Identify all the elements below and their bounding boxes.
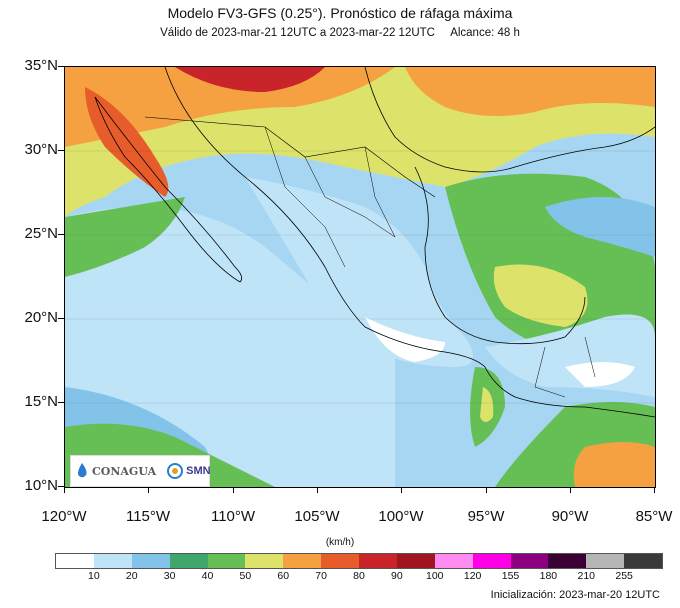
lat-tick [58,234,64,235]
us-coastline [364,67,655,173]
smn-text: SMN [186,465,211,477]
caribbean-white-zone [565,362,635,387]
colorbar-label: 50 [239,570,252,582]
mexico-mainland-zone [245,177,473,367]
gust-forecast-map [64,66,656,488]
map-title: Modelo FV3-GFS (0.25°). Pronóstico de rá… [167,5,513,21]
smn-logo: SMN [166,462,211,480]
colorbar-swatch [510,554,549,568]
colorbar-swatch [207,554,246,568]
colorbar-label: 255 [615,570,633,582]
lon-tick [570,487,571,493]
baja-coastline [94,96,243,283]
lat-gridlines [65,150,655,404]
conagua-text: CONAGUA [92,464,157,478]
lon-tick [401,487,402,493]
pacific-coastline [164,67,655,418]
colorbar [55,553,663,569]
colorbar-label: 40 [201,570,214,582]
colorbar-swatch [245,554,284,568]
lat-label-10: 10°N [24,477,58,494]
lon-label-115: 115°W [125,508,171,525]
colorbar-swatch [321,554,359,568]
colorbar-swatch [586,554,625,568]
colorbar-swatch [548,554,587,568]
north-orange-band [65,67,395,147]
map-subtitle: Válido de 2023-mar-21 12UTC a 2023-mar-2… [0,27,680,39]
colorbar-swatch [283,554,322,568]
colorbar-swatch [93,554,132,568]
lat-label-30: 30°N [24,141,58,158]
map-canvas [65,67,655,487]
central-america-borders [534,336,596,398]
lon-tick [486,487,487,493]
colorbar-swatch [56,554,94,568]
lat-label-35: 35°N [24,57,58,74]
tehuantepec-yellow [480,387,494,422]
smn-globe-icon [167,463,184,479]
lon-label-85: 85°W [635,508,673,525]
valid-period: Válido de 2023-mar-21 12UTC a 2023-mar-2… [160,27,435,39]
lon-label-120: 120°W [41,508,87,525]
lon-tick [233,487,234,493]
lon-label-90: 90°W [551,508,589,525]
conagua-drop-icon [78,463,87,478]
colorbar-swatch [472,554,511,568]
lat-tick [58,402,64,403]
colorbar-label: 60 [277,570,290,582]
colorbar-swatch [624,554,662,568]
pacific-green-zone [65,197,185,277]
colorbar-units: (km/h) [325,537,355,548]
lon-label-100: 100°W [378,508,424,525]
gulf-blue-zone [545,197,655,257]
colorbar-label: 155 [501,570,520,582]
north-darkred-zone [175,67,325,92]
colorbar-swatch [169,554,208,568]
colorbar-label: 10 [88,570,100,582]
colorbar-swatch [131,554,170,568]
lon-label-105: 105°W [294,508,340,525]
colorbar-label: 20 [125,570,138,582]
colorbar-label: 70 [315,570,327,582]
conagua-logo: CONAGUA [71,463,156,479]
lon-tick [654,487,655,493]
colorbar-label: 120 [463,570,482,582]
gulf-coastline [414,166,586,345]
lon-label-110: 110°W [210,508,256,525]
colorbar-label: 90 [391,570,403,582]
colorbar-label: 180 [539,570,558,582]
southeast-orange [573,442,655,487]
colorbar-label: 100 [425,570,444,582]
lon-label-95: 95°W [467,508,505,525]
baja-north-red [85,87,169,197]
lat-label-20: 20°N [24,309,58,326]
central-white-zone [365,317,445,362]
colorbar-swatch [434,554,473,568]
colorbar-swatch [396,554,435,568]
logo-box: CONAGUA SMN [70,455,211,487]
lon-tick [317,487,318,493]
lon-tick [148,487,149,493]
lat-tick [58,486,64,487]
lat-tick [58,66,64,67]
lat-tick [58,150,64,151]
gulf-yellow-zone [493,264,588,327]
lat-label-15: 15°N [24,393,58,410]
lat-tick [58,318,64,319]
forecast-range: Alcance: 48 h [450,27,520,39]
lon-tick [64,487,65,493]
colorbar-label: 210 [577,570,596,582]
us-mexico-border [144,116,436,198]
colorbar-label: 30 [163,570,176,582]
lat-label-25: 25°N [24,225,58,242]
state-borders [264,126,396,268]
colorbar-swatch [359,554,397,568]
initialization-time: Inicialización: 2023-mar-20 12UTC [490,589,660,601]
colorbar-label: 80 [353,570,365,582]
northeast-orange-zone [405,67,655,116]
